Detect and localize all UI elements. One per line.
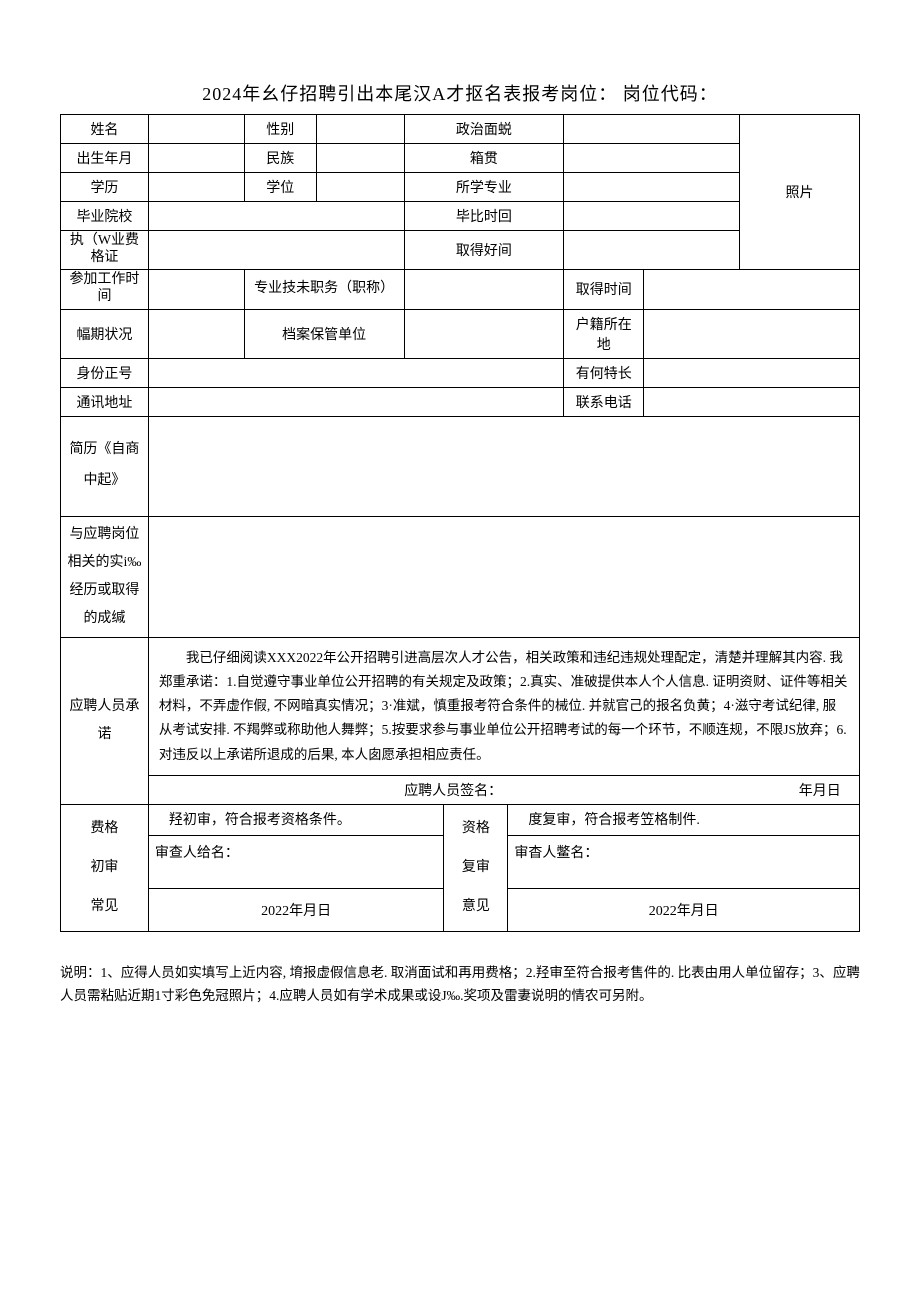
photo-area: 照片 <box>740 115 860 270</box>
re-date: 2022年月日 <box>508 889 860 932</box>
label-worktime: 参加工作时间 <box>61 269 149 309</box>
field-specialty[interactable] <box>644 358 860 387</box>
sign-label: 应聘人员签名： <box>167 780 502 800</box>
label-education: 学历 <box>61 173 149 202</box>
field-political[interactable] <box>564 115 740 144</box>
init-review-text: 羟初审，符合报考资格条件。 <box>148 805 444 836</box>
notes-text: 说明：1、应得人员如实填写上近内容, 堉报虚假信息老. 取消面试和再用费格；2.… <box>60 962 860 1008</box>
field-degree[interactable] <box>316 173 404 202</box>
label-name: 姓名 <box>61 115 149 144</box>
re-l2: 复审 <box>450 848 501 887</box>
label-proftime: 取得时间 <box>564 269 644 309</box>
re-review-text: 度复审，符合报考笠格制件. <box>508 805 860 836</box>
field-experience[interactable] <box>148 516 859 637</box>
label-certtime: 取得好间 <box>404 231 564 270</box>
field-proftitle[interactable] <box>404 269 564 309</box>
label-degree: 学位 <box>244 173 316 202</box>
init-l3: 常见 <box>67 887 142 926</box>
field-ethnic[interactable] <box>316 144 404 173</box>
init-reviewer: 审查人给名： <box>148 835 444 888</box>
label-commitment: 应聘人员承诺 <box>61 637 149 804</box>
label-gradtime: 毕比时回 <box>404 202 564 231</box>
label-hukou: 户籍所在地 <box>564 309 644 358</box>
label-ethnic: 民族 <box>244 144 316 173</box>
field-hukou[interactable] <box>644 309 860 358</box>
field-proftime[interactable] <box>644 269 860 309</box>
label-address: 通讯地址 <box>61 387 149 416</box>
field-major[interactable] <box>564 173 740 202</box>
field-phone[interactable] <box>644 387 860 416</box>
field-birth[interactable] <box>148 144 244 173</box>
form-title: 2024年幺仔招聘引出本尾汉A才抠名表报考岗位： 岗位代码： <box>60 80 860 106</box>
field-address[interactable] <box>148 387 563 416</box>
label-major: 所学专业 <box>404 173 564 202</box>
field-education[interactable] <box>148 173 244 202</box>
field-name[interactable] <box>148 115 244 144</box>
label-phone: 联系电话 <box>564 387 644 416</box>
label-political: 政治面蜕 <box>404 115 564 144</box>
re-reviewer: 审杳人鳖名： <box>508 835 860 888</box>
field-origin[interactable] <box>564 144 740 173</box>
label-birth: 出生年月 <box>61 144 149 173</box>
signature-line: 应聘人员签名： 年月日 <box>148 776 859 805</box>
label-cert: 执（W业费格证 <box>61 231 149 270</box>
field-certtime[interactable] <box>564 231 740 270</box>
field-idnum[interactable] <box>148 358 563 387</box>
label-marriage: 幅期状况 <box>61 309 149 358</box>
label-re-review: 资格 复审 意见 <box>444 805 508 932</box>
label-school: 毕业院校 <box>61 202 149 231</box>
label-archive: 档案保管单位 <box>244 309 404 358</box>
label-idnum: 身份正号 <box>61 358 149 387</box>
field-marriage[interactable] <box>148 309 244 358</box>
application-form: 姓名 性别 政治面蜕 照片 出生年月 民族 箱贯 学历 学位 所学专业 毕业院校… <box>60 114 860 932</box>
field-archive[interactable] <box>404 309 564 358</box>
init-date: 2022年月日 <box>148 889 444 932</box>
label-origin: 箱贯 <box>404 144 564 173</box>
field-gradtime[interactable] <box>564 202 740 231</box>
field-cert[interactable] <box>148 231 404 270</box>
field-gender[interactable] <box>316 115 404 144</box>
commitment-text: 我已仔细阅读XXX2022年公开招聘引进高层次人才公告，相关政策和违纪违规处理配… <box>148 637 859 775</box>
label-proftitle: 专业技未职务（职称） <box>244 269 404 309</box>
label-resume: 简历《自商中起》 <box>61 416 149 516</box>
re-l3: 意见 <box>450 887 501 926</box>
field-resume[interactable] <box>148 416 859 516</box>
field-school[interactable] <box>148 202 404 231</box>
field-worktime[interactable] <box>148 269 244 309</box>
label-init-review: 费格 初审 常见 <box>61 805 149 932</box>
re-l1: 资格 <box>450 809 501 848</box>
init-l2: 初审 <box>67 848 142 887</box>
label-specialty: 有何特长 <box>564 358 644 387</box>
sign-date: 年月日 <box>506 780 841 800</box>
init-l1: 费格 <box>67 809 142 848</box>
label-experience: 与应聘岗位相关的实i‰经历或取得的成缄 <box>61 516 149 637</box>
label-gender: 性别 <box>244 115 316 144</box>
